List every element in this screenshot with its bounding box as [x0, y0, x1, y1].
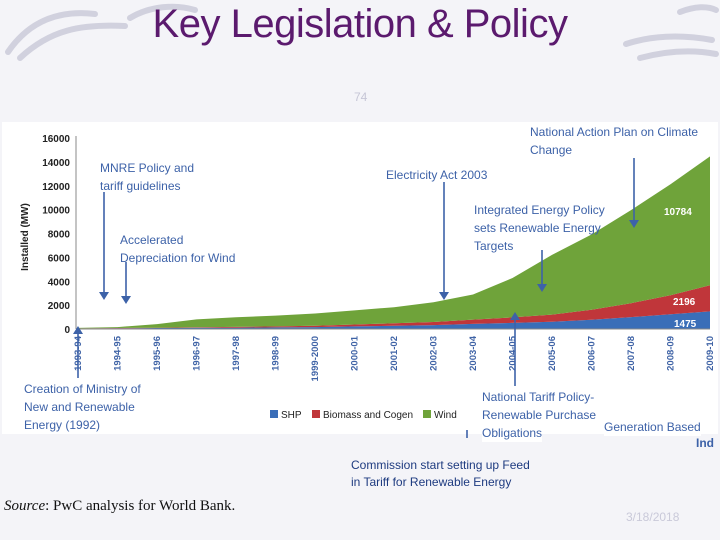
series-area-wind [78, 156, 710, 329]
y-tick-label: 10000 [42, 206, 70, 217]
annotation-generation-based: Generation Based [604, 418, 701, 436]
legend-label-shp: SHP [281, 410, 302, 421]
slide-title: Key Legislation & Policy [152, 2, 568, 46]
annotation-creation-ministry: Creation of Ministry of New and Renewabl… [24, 382, 144, 432]
x-tick-label: 1994-95 [113, 335, 124, 371]
series-area-biomass-and-cogen [78, 285, 710, 329]
chart-panel: Installed (MW) 0 2000 4000 6000 8000 10000 120… [2, 122, 718, 434]
arrow-stub [466, 430, 468, 438]
annotation-integrated-energy-policy: Integrated Energy Policy sets Renewable … [474, 203, 608, 253]
legend: SHP Biomass and Cogen Wind [270, 410, 457, 421]
y-tick-label: 14000 [42, 158, 70, 169]
x-tick-label: 2002-03 [429, 336, 440, 371]
annotation-ind: Ind [696, 436, 714, 450]
x-tick-label: 1995-96 [152, 336, 163, 371]
x-tick-label: 1996-97 [192, 336, 203, 371]
data-label-shp: 1475 [674, 319, 697, 330]
x-tick-label: 2001-02 [389, 336, 400, 371]
source-note: Source: PwC analysis for World Bank. [4, 498, 236, 514]
x-tick-label: 2005-06 [547, 336, 558, 371]
x-tick-label: 2006-07 [587, 336, 598, 371]
x-tick-label: 2000-01 [350, 335, 361, 371]
x-tick-label: 2003-04 [468, 335, 479, 371]
y-tick-label: 2000 [48, 301, 71, 312]
data-label-biomass: 2196 [673, 297, 696, 308]
y-tick-label: 8000 [48, 230, 71, 241]
annotation-mnre: MNRE Policy and tariff guidelines [100, 161, 197, 193]
data-label-wind: 10784 [664, 207, 692, 218]
y-tick-label: 12000 [42, 182, 70, 193]
y-tick-label: 16000 [42, 134, 70, 145]
annotation-napcc: National Action Plan on Climate Change [530, 125, 701, 157]
x-tick-label: 1997-98 [231, 336, 242, 371]
installed-capacity-chart: Installed (MW) 0 2000 4000 6000 8000 10000 120… [20, 125, 716, 432]
x-tick-label: 2007-08 [626, 336, 637, 371]
annotation-tariff-obligations: Obligations [482, 424, 543, 442]
slide-date: 3/18/2018 [626, 510, 680, 524]
legend-label-wind: Wind [434, 410, 457, 421]
y-tick-label: 0 [64, 325, 70, 336]
x-tick-label: 1999-2000 [310, 336, 321, 381]
y-axis-label: Installed (MW) [20, 203, 31, 271]
legend-swatch-shp [270, 410, 278, 418]
annotation-national-tariff-policy: National Tariff Policy- Renewable Purcha… [482, 390, 598, 422]
x-tick-label: 2008-09 [666, 336, 677, 371]
annotation-accelerated-depreciation: Accelerated Depreciation for Wind [120, 233, 235, 265]
annotation-electricity-act: Electricity Act 2003 [386, 168, 488, 182]
y-tick-label: 4000 [48, 277, 71, 288]
annotation-arrows [73, 158, 639, 386]
x-tick-label: 2009-10 [705, 336, 716, 371]
legend-swatch-wind [423, 410, 431, 418]
x-tick-label: 1998-99 [271, 336, 282, 371]
y-tick-label: 6000 [48, 253, 71, 264]
legend-label-biomass: Biomass and Cogen [323, 410, 413, 421]
series-area-shp [78, 311, 710, 329]
annotation-commission-feed-in-tariff: Commission start setting up Feed in Tari… [351, 458, 530, 489]
legend-swatch-biomass [312, 410, 320, 418]
slide-number: 74 [354, 90, 368, 104]
x-tick-label: 2004-05 [508, 335, 519, 371]
